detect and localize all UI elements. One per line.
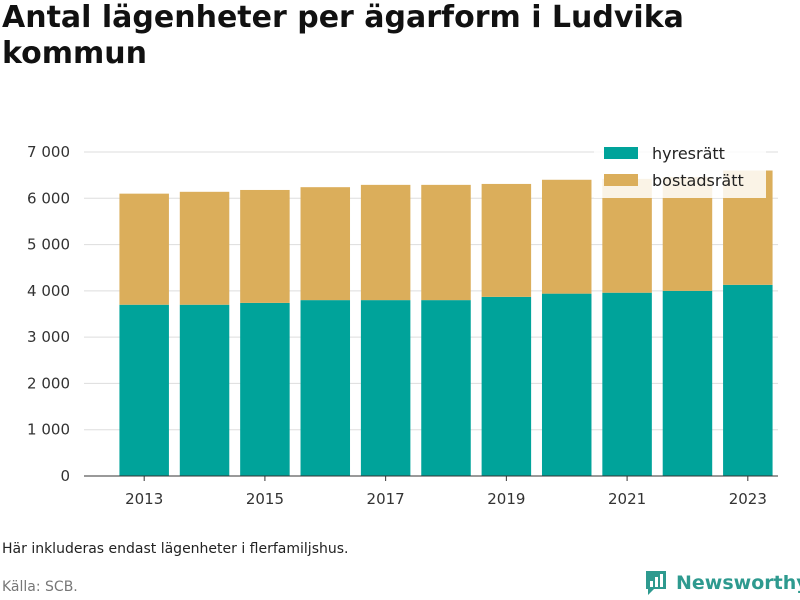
y-tick-label: 1 000 bbox=[27, 421, 70, 439]
x-tick-label: 2023 bbox=[729, 490, 767, 508]
bar-hyresratt bbox=[300, 300, 351, 476]
bar-hyresratt bbox=[240, 302, 290, 476]
bar-hyresratt bbox=[179, 304, 230, 476]
bar-hyresratt bbox=[723, 284, 773, 476]
chart-title: Antal lägenheter per ägarform i Ludvika … bbox=[2, 0, 684, 71]
legend-swatch bbox=[604, 147, 638, 159]
legend-label: bostadsrätt bbox=[652, 171, 744, 190]
legend: hyresrätt bostadsrätt bbox=[594, 140, 766, 198]
brand-name: Newsworthy bbox=[676, 572, 800, 594]
y-tick-label: 4 000 bbox=[27, 282, 70, 300]
bar-bostadsratt bbox=[179, 191, 230, 305]
x-tick-labels: 2013 2015 2017 2019 2021 2023 bbox=[125, 476, 767, 508]
y-tick-label: 0 bbox=[60, 467, 70, 485]
x-tick-label: 2017 bbox=[367, 490, 405, 508]
bar-bostadsratt bbox=[240, 189, 290, 303]
bar-hyresratt bbox=[421, 300, 471, 476]
stacked-bar-chart: 0 1 000 2 000 3 000 4 000 5 000 6 000 7 000 201… bbox=[27, 140, 778, 508]
bar-hyresratt bbox=[360, 300, 411, 476]
newsworthy-logo-icon bbox=[646, 571, 666, 595]
x-tick-label: 2015 bbox=[246, 490, 284, 508]
x-tick-label: 2019 bbox=[487, 490, 525, 508]
x-tick-label: 2021 bbox=[608, 490, 646, 508]
bar-hyresratt bbox=[602, 292, 652, 476]
bar-bostadsratt bbox=[481, 183, 532, 297]
bar-hyresratt bbox=[541, 293, 592, 476]
newsworthy-logo: Newsworthy bbox=[644, 568, 800, 598]
y-tick-labels: 0 1 000 2 000 3 000 4 000 5 000 6 000 7 000 bbox=[27, 143, 70, 485]
bar-hyresratt bbox=[119, 304, 169, 476]
footnote: Här inkluderas endast lägenheter i flerf… bbox=[2, 541, 349, 557]
bars bbox=[119, 170, 773, 476]
bar-bostadsratt bbox=[541, 179, 592, 294]
source-text: Källa: SCB. bbox=[2, 579, 78, 595]
x-tick-label: 2013 bbox=[125, 490, 163, 508]
y-tick-label: 7 000 bbox=[27, 143, 70, 161]
legend-swatch bbox=[604, 174, 638, 186]
bar-bostadsratt bbox=[421, 184, 471, 301]
bar-bostadsratt bbox=[360, 184, 411, 301]
y-tick-label: 6 000 bbox=[27, 189, 70, 207]
y-tick-label: 3 000 bbox=[27, 328, 70, 346]
y-tick-label: 2 000 bbox=[27, 374, 70, 392]
legend-label: hyresrätt bbox=[652, 144, 725, 163]
bar-hyresratt bbox=[662, 290, 713, 476]
bar-bostadsratt bbox=[300, 187, 351, 301]
bar-hyresratt bbox=[481, 296, 532, 476]
bar-bostadsratt bbox=[119, 193, 169, 305]
y-tick-label: 5 000 bbox=[27, 236, 70, 254]
